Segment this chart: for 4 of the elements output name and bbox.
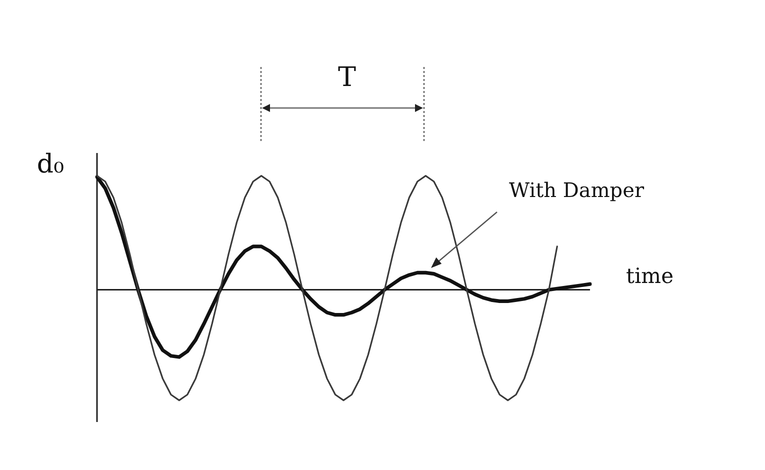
text: T: [338, 62, 356, 94]
text: With Damper: [509, 178, 644, 202]
y-axis-title: d₀: [36, 150, 64, 180]
x-axis-title: time: [626, 264, 674, 288]
